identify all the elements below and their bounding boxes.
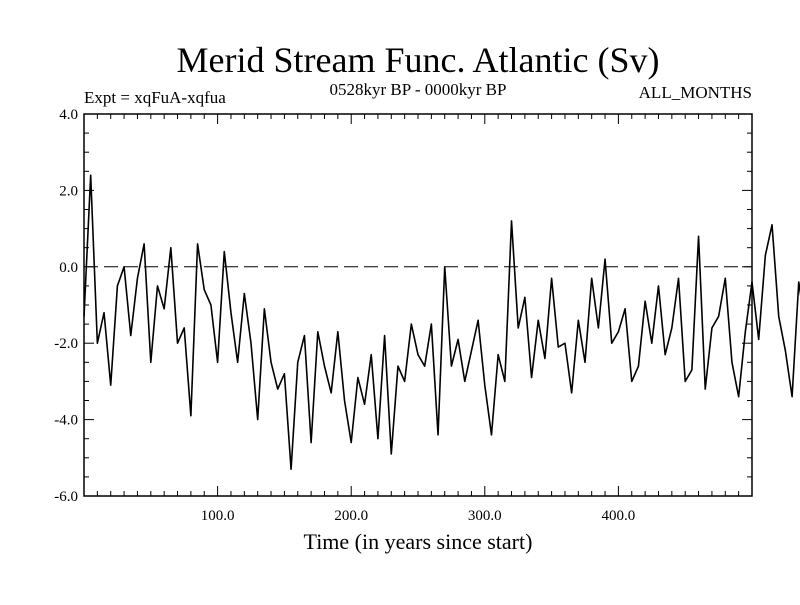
chart-title: Merid Stream Func. Atlantic (Sv) [177,40,660,80]
plot-frame [83,113,753,497]
y-tick-label: 4.0 [59,107,78,123]
y-tick-label: 2.0 [59,183,78,199]
y-tick-label: -6.0 [54,489,78,505]
experiment-label: Expt = xqFuA-xqfua [84,88,226,107]
y-tick-label: 0.0 [59,260,78,276]
x-tick-label: 300.0 [468,508,502,524]
y-tick-label: -2.0 [54,336,78,352]
time-range-label: 0528kyr BP - 0000kyr BP [330,80,507,99]
series-layer [83,174,800,471]
x-tick-label: 100.0 [201,508,235,524]
x-tick-label: 400.0 [602,508,636,524]
months-label: ALL_MONTHS [639,83,752,102]
x-axis-label: Time (in years since start) [304,529,533,554]
x-tick-label: 200.0 [334,508,368,524]
series-line [83,174,800,471]
y-tick-label: -4.0 [54,413,78,429]
